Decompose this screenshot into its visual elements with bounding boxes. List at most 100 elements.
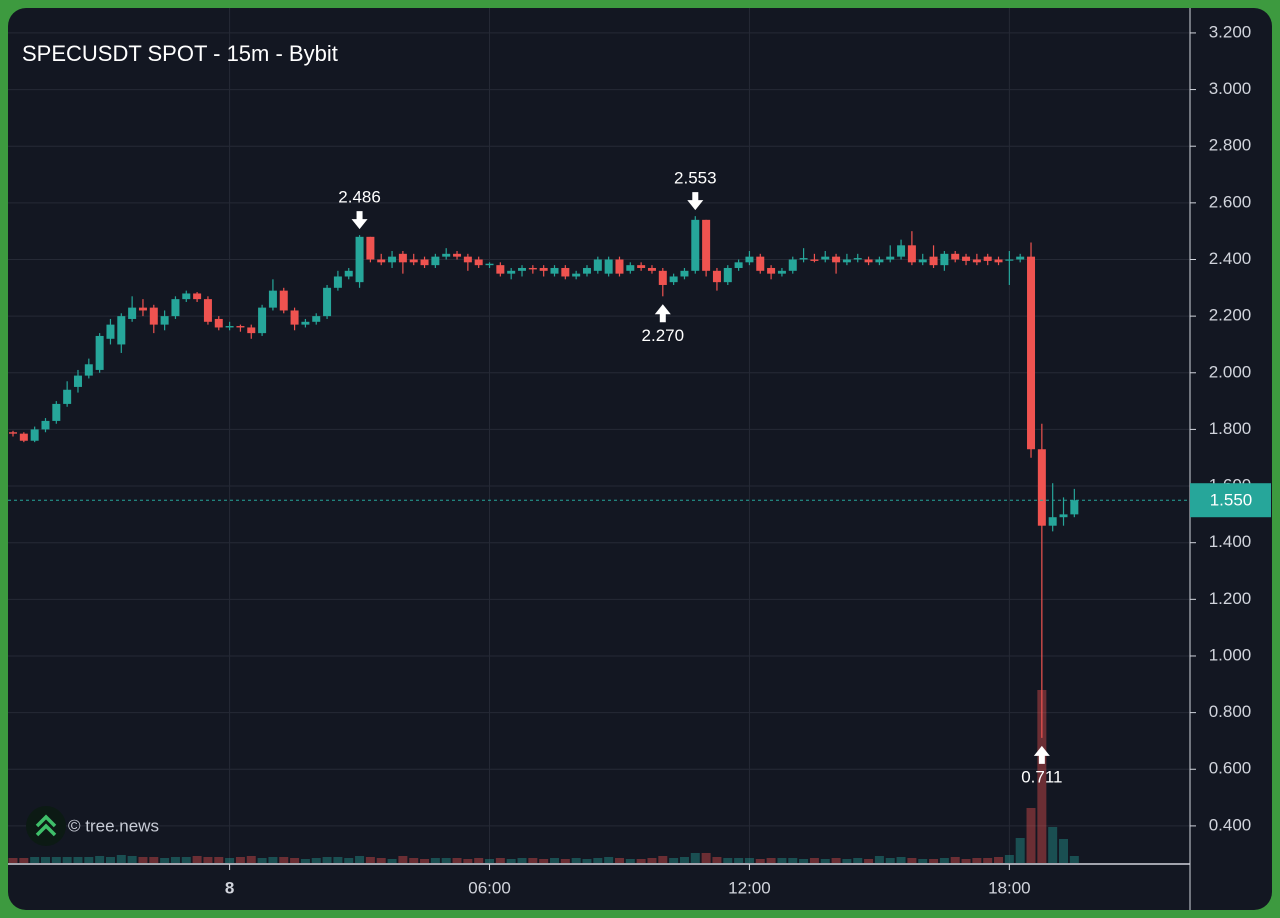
volume-bar [636,859,646,863]
candle-body [290,310,299,325]
volume-bar [723,858,733,863]
volume-bar [961,859,971,863]
volume-bar [246,856,256,863]
candle-body [647,267,656,271]
y-tick-label: 3.000 [1209,79,1252,98]
axes: 0.4000.6000.8001.0001.2001.4001.6001.800… [225,22,1271,897]
volume-bar [1059,839,1069,863]
volume-bar [268,857,278,863]
volume-bar [84,857,94,863]
volume-bar [474,858,484,863]
volume-bar [192,856,202,863]
candle-body [886,256,895,260]
candle-body [691,219,700,271]
volume-bar [1026,808,1036,863]
volume-bar [1004,855,1014,863]
candle-body [864,259,873,263]
volume-bar [582,859,592,863]
y-tick-label: 0.400 [1209,815,1252,834]
volume-bar [8,858,18,863]
candle-body [52,403,61,421]
volume-bar [116,855,126,863]
volume-bar [658,856,668,863]
candle-body [702,219,711,271]
candle-body [301,321,310,325]
volume-bar [214,857,224,863]
volume-bar [571,858,581,863]
candle-body [388,256,397,263]
candle-body [333,276,342,288]
candle-body [572,273,581,277]
volume-bar [1037,690,1047,863]
candle-body [236,326,245,328]
volume-bar [1048,827,1058,863]
y-tick-label: 0.800 [1209,702,1252,721]
volume-bar [322,857,332,863]
volume-bar [506,859,516,863]
volume-bar [225,858,235,863]
volume-bar [690,853,700,863]
volume-bar [950,857,960,863]
candles [9,216,1079,738]
volume-bar [983,858,993,863]
volume-bar [712,857,722,863]
volume-bar [420,859,430,863]
candle-body [214,318,223,328]
volume-bar [170,857,180,863]
annotation-label: 2.553 [674,169,717,188]
candle-body [117,316,126,345]
volume-bar [593,858,603,863]
volume-bar [300,859,310,863]
volume-bar [495,858,505,863]
candle-body [994,259,1003,263]
volume-bar [452,858,462,863]
candle-body [767,267,776,274]
candle-body [225,326,234,328]
volume-bar [279,857,289,863]
volume-bar [679,857,689,863]
volume-bar [560,859,570,863]
volume-bar [463,859,473,863]
candle-body [323,287,332,317]
candle-body [160,316,169,325]
candle-body [1027,256,1036,450]
last-price-box [1190,483,1271,518]
candle-body [983,256,992,261]
candle-body [539,267,548,271]
candle-body [550,267,559,274]
candle-body [788,259,797,271]
volume-bar [257,858,267,863]
y-tick-label: 2.600 [1209,192,1252,211]
volume-bar [929,859,939,863]
candle-body [9,432,17,434]
volume-bar [398,856,408,863]
y-tick-label: 2.800 [1209,136,1252,155]
candle-body [799,258,808,260]
y-tick-label: 1.400 [1209,532,1252,551]
candle-body [247,327,256,334]
candle-body [171,299,180,317]
volume-bar [647,858,657,863]
candle-body [582,267,591,274]
candle-body [680,270,689,277]
volume-bar [896,857,906,863]
volume-bar [1015,838,1025,863]
volume-bar [73,857,83,863]
candle-body [203,299,212,322]
candle-body [258,307,267,334]
candle-body [712,270,721,283]
candle-body [637,265,646,268]
grid [8,8,1190,863]
y-tick-label: 1.000 [1209,645,1252,664]
volume-bar [701,853,711,863]
candle-body [723,267,732,283]
volume-bar [625,859,635,863]
candle-body [777,270,786,274]
candle-body [1070,500,1079,515]
volume-bar [831,858,841,863]
volume-bar [744,858,754,863]
candle-body [420,259,429,266]
volume-bar [62,857,72,863]
chart-background [8,8,1272,910]
candle-body [658,270,667,285]
